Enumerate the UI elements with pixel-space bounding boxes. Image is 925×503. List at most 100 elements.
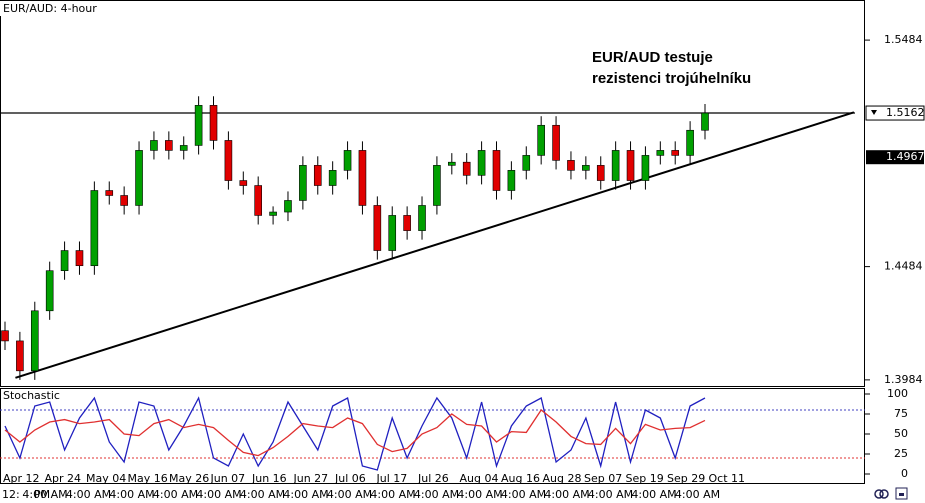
candle-body [418, 205, 426, 231]
candle-body [150, 140, 158, 151]
chart-title: EUR/AUD: 4-hour [3, 2, 97, 15]
x-tick-label: 4:00 AM [631, 488, 676, 501]
x-tick-label: 4:00 AM [675, 488, 720, 501]
candle-body [90, 190, 99, 267]
marker-box [866, 150, 924, 165]
stochastic-line [4, 409, 706, 457]
x-tick-label: 4:00 AM [457, 488, 502, 501]
candle-body [1, 330, 9, 342]
candle-body [656, 150, 665, 156]
indicator-title: Stochastic [3, 389, 60, 402]
x-tick-label: Apr 12 [3, 472, 40, 485]
candle-body [284, 200, 292, 213]
price-panel [0, 0, 865, 387]
marker-label: 1.4967 [886, 150, 925, 163]
x-tick-label: May 04 [86, 472, 126, 485]
x-tick-label: 12: [2, 488, 20, 501]
y-tick-label: 1.3984 [884, 373, 923, 386]
candle-body [596, 165, 605, 181]
candle-body [492, 150, 501, 191]
candle-body [373, 205, 382, 251]
x-tick-label: Oct 11 [709, 472, 746, 485]
x-tick-label: 4:00 AM [414, 488, 459, 501]
x-tick-label: Aug 04 [460, 472, 499, 485]
annotation: rezistenci trojúhelníku [592, 70, 751, 87]
x-tick-label: Jun 16 [251, 472, 287, 485]
candle-body [299, 165, 307, 201]
y-tick-label: 75 [894, 407, 908, 420]
candle-body [403, 215, 411, 231]
candle-body [30, 310, 39, 372]
candle-body [165, 140, 173, 151]
candle-body [209, 105, 218, 141]
x-tick-label: 4:00 AM [240, 488, 285, 501]
candle-body [343, 150, 352, 171]
candle-body [626, 150, 635, 181]
y-tick-label: 1.4484 [884, 260, 923, 273]
x-tick-label: Jun 07 [210, 472, 246, 485]
candle-body [611, 150, 620, 181]
marker-arrow [871, 110, 877, 116]
candle-body [582, 165, 590, 171]
x-tick-label: Jul 17 [376, 472, 408, 485]
y-tick-label: 50 [894, 427, 908, 440]
x-tick-label: May 26 [169, 472, 209, 485]
candle-body [462, 161, 471, 176]
candle-body [567, 160, 575, 171]
candle-body [477, 150, 486, 176]
toolbar-icons [874, 487, 908, 500]
candle-body [671, 150, 680, 156]
candle-body [105, 190, 114, 196]
x-tick-label: Apr 24 [45, 472, 82, 485]
candle-body [522, 155, 531, 171]
x-tick-label: 4:00 AM [327, 488, 372, 501]
candle-body [552, 124, 560, 161]
candle-body [224, 140, 233, 181]
x-tick-label: 4:00 AM [501, 488, 546, 501]
candle-body [60, 250, 69, 271]
y-tick-label: 25 [894, 447, 908, 460]
stochastic-panel [0, 388, 865, 484]
candle-body [641, 155, 650, 181]
candle-body [75, 250, 84, 267]
candle-body [328, 170, 337, 186]
x-tick-label: 4:00 AM [544, 488, 589, 501]
y-tick-label: 0 [901, 467, 908, 480]
candle-body [135, 150, 143, 206]
candle-body [194, 105, 203, 146]
candle-body [16, 340, 24, 372]
x-tick-label: Sep 19 [626, 472, 664, 485]
candle-body [507, 170, 516, 191]
x-tick-label: Aug 28 [543, 472, 582, 485]
price-marker: 1.4967 [866, 150, 925, 165]
y-tick-label: 1.5484 [884, 33, 923, 46]
candle-body [254, 185, 262, 216]
candle-body [433, 165, 441, 206]
x-tick-label: Jun 27 [293, 472, 329, 485]
candle-body [686, 129, 694, 156]
candle-body [537, 124, 545, 156]
x-tick-label: Sep 07 [584, 472, 622, 485]
candle-body [239, 180, 248, 186]
candle-body [313, 165, 322, 186]
x-tick-label: 4:00 AM [196, 488, 241, 501]
x-tick-label: 4:00 AM [153, 488, 198, 501]
candle-body [388, 215, 397, 251]
x-tick-label: Jul 26 [417, 472, 449, 485]
trendline [15, 111, 855, 379]
x-tick-label: PM [34, 488, 50, 501]
annotation: EUR/AUD testuje [592, 49, 713, 66]
x-tick-label: 4:00 AM [22, 488, 67, 501]
x-tick-label: 4:00 AM [283, 488, 328, 501]
x-tick-label: 4:00 AM [66, 488, 111, 501]
candle-body [45, 270, 54, 312]
x-tick-label: 4:00 AM [109, 488, 154, 501]
candle-body [120, 195, 128, 206]
x-tick-label: May 16 [128, 472, 168, 485]
x-tick-label: 4:00 AM [370, 488, 415, 501]
candle-body [269, 211, 277, 216]
stochastic-line [4, 396, 706, 471]
x-tick-label: Aug 16 [501, 472, 540, 485]
x-tick-label: Jul 06 [334, 472, 366, 485]
x-tick-label: 4:00 AM [588, 488, 633, 501]
